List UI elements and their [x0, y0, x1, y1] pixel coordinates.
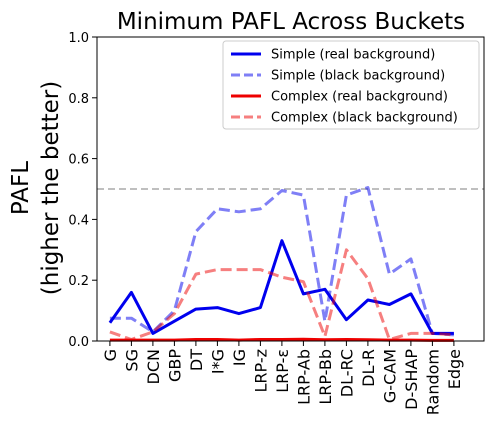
y-tick-label: 1.0	[68, 31, 89, 46]
series-line-1	[108, 239, 454, 335]
x-tick-label: DT	[187, 349, 206, 371]
series-line-3	[109, 337, 454, 342]
legend-box	[222, 40, 480, 130]
x-tick-label: SG	[122, 349, 141, 372]
x-tick-label: I*G	[208, 349, 227, 374]
legend-label-3: Complex (real background)	[271, 90, 448, 105]
series-line-4	[109, 248, 455, 341]
x-tick-label: LRP-z	[251, 349, 270, 393]
y-tick-label: 0.6	[68, 153, 89, 168]
legend-label-2: Simple (black background)	[271, 69, 445, 84]
x-tick-label: Random	[423, 349, 442, 415]
y-tick-label: 0.8	[68, 92, 89, 107]
y-axis-label: PAFL (higher the better)	[8, 81, 64, 295]
y-tick-label: 0.2	[68, 274, 89, 289]
y-axis-label-line-2: (higher the better)	[38, 81, 64, 295]
legend-label-1: Simple (real background)	[271, 48, 435, 63]
legend-label-4: Complex (black background)	[271, 111, 458, 126]
x-tick-label: LRP-ε	[273, 349, 292, 393]
y-axis-label-line-1: PAFL	[8, 161, 34, 215]
plot-frame	[96, 36, 485, 342]
y-tick-label: 0.4	[68, 213, 89, 228]
x-tick-label: D-SHAP	[402, 349, 421, 410]
plot-area: 0.00.20.40.60.81.0G SG DCN GBP DT I*G IG LRP-z L…	[68, 31, 485, 415]
x-tick-label: DL-R	[359, 349, 378, 387]
x-tick-label: LRP-Ab	[294, 349, 313, 405]
x-tick-label: G	[101, 349, 120, 361]
x-tick-label: Edge	[445, 349, 464, 389]
chart-title: Minimum PAFL Across Buckets	[117, 9, 465, 35]
x-tick-label: GBP	[165, 349, 184, 382]
y-tick-label: 0.0	[68, 335, 89, 350]
x-tick-label: DCN	[144, 349, 163, 384]
x-tick-label: G-CAM	[380, 349, 399, 403]
x-tick-label: DL-RC	[337, 349, 356, 397]
x-tick-label: LRP-Bb	[316, 349, 335, 405]
x-tick-label: IG	[230, 349, 249, 366]
series-line-2	[109, 186, 455, 337]
